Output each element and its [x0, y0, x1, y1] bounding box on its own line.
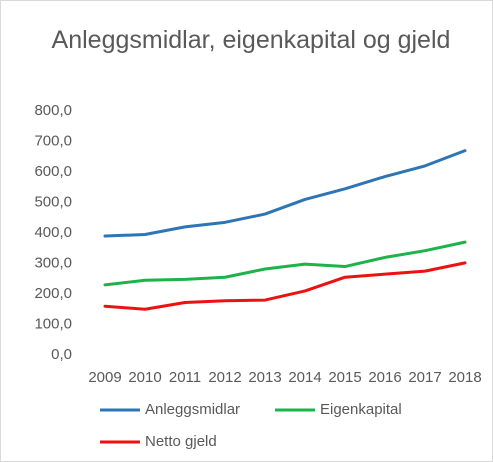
x-tick-label: 2014	[288, 369, 321, 386]
x-tick-label: 2009	[88, 369, 121, 386]
x-tick-label: 2010	[128, 369, 161, 386]
y-tick-label: 600,0	[34, 163, 72, 180]
x-tick-label: 2015	[328, 369, 361, 386]
y-tick-label: 300,0	[34, 254, 72, 271]
series-line	[103, 149, 467, 238]
x-tick-label: 2018	[448, 369, 481, 386]
y-tick-label: 700,0	[34, 132, 72, 149]
y-tick-label: 100,0	[34, 315, 72, 332]
y-tick-label: 500,0	[34, 193, 72, 210]
y-tick-label: 0,0	[51, 346, 72, 363]
series-line	[103, 261, 467, 311]
y-tick-label: 200,0	[34, 285, 72, 302]
y-tick-label: 800,0	[34, 102, 72, 119]
chart-title: Anleggsmidlar, eigenkapital og gjeld	[51, 26, 451, 54]
legend-label: Anleggsmidlar	[145, 401, 240, 418]
series-line	[103, 240, 467, 287]
x-tick-label: 2017	[408, 369, 441, 386]
legend-label: Netto gjeld	[145, 433, 217, 450]
y-tick-label: 400,0	[34, 224, 72, 241]
x-tick-label: 2012	[208, 369, 241, 386]
x-tick-label: 2011	[169, 369, 201, 386]
legend-label: Eigenkapital	[320, 401, 402, 418]
x-tick-label: 2016	[368, 369, 401, 386]
x-tick-label: 2013	[248, 369, 281, 386]
